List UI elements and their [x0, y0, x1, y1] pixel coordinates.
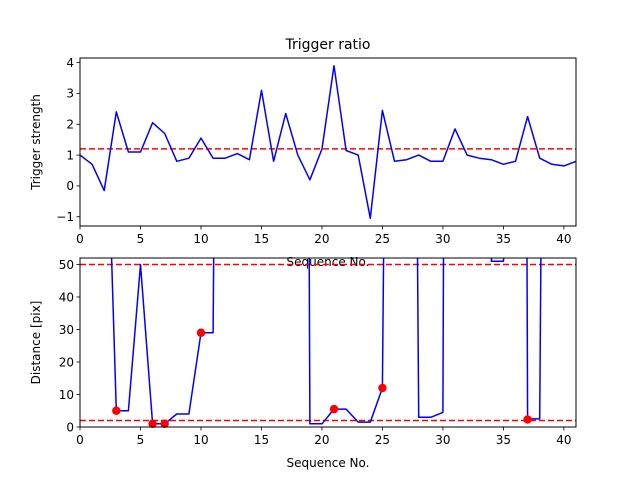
- distance-marker-4: [329, 404, 339, 414]
- trigger-y-tick-label-3: 2: [66, 118, 74, 132]
- distance-x-tick-label-6: 30: [435, 433, 450, 447]
- distance-marker-0: [112, 406, 121, 415]
- trigger-y-tick-label-1: 0: [66, 179, 74, 193]
- distance-chart: 0 5 10 15 20 25 30 35 40 0 10 20 30 40 50 Sequence No. D…: [29, 257, 577, 470]
- distance-y-tick-label-1: 10: [59, 388, 74, 402]
- trigger-x-tick-label-8: 40: [556, 232, 571, 246]
- trigger-axes-frame: [79, 57, 577, 227]
- distance-x-tick-label-5: 25: [375, 433, 390, 447]
- distance-x-tick-label-0: 0: [76, 433, 84, 447]
- distance-x-tick-label-8: 40: [556, 433, 571, 447]
- trigger-x-tick-label-7: 35: [496, 232, 511, 246]
- trigger-y-tick-label-5: 4: [66, 56, 74, 70]
- trigger-x-axis-label: Sequence No.: [287, 255, 370, 269]
- distance-axes-frame: [79, 257, 577, 428]
- distance-marker-1: [148, 419, 157, 428]
- trigger-y-axis-label: Trigger strength: [29, 94, 43, 191]
- distance-marker-3: [196, 328, 206, 337]
- distance-y-axis-label: Distance [pix]: [29, 301, 43, 385]
- trigger-chart-title: Trigger ratio: [284, 37, 370, 53]
- trigger-y-tick-label-0: −1: [56, 210, 74, 224]
- trigger-x-tick-label-5: 25: [375, 232, 390, 246]
- distance-series-line-0: [110, 258, 542, 425]
- trigger-y-tick-label-2: 1: [66, 148, 74, 162]
- distance-x-axis-label: Sequence No.: [287, 456, 370, 470]
- trigger-series-line-0: [80, 64, 576, 220]
- trigger-x-tick-label-2: 10: [193, 232, 208, 246]
- distance-x-tick-label-2: 10: [193, 433, 208, 447]
- distance-x-tick-label-1: 5: [137, 433, 145, 447]
- trigger-x-tick-label-3: 15: [254, 232, 269, 246]
- distance-x-tick-label-4: 20: [314, 433, 329, 447]
- trigger-y-tick-label-4: 3: [66, 87, 74, 101]
- distance-y-tick-label-3: 30: [59, 323, 74, 337]
- trigger-x-tick-label-4: 20: [314, 232, 329, 246]
- trigger-x-tick-label-1: 5: [137, 232, 145, 246]
- distance-x-tick-label-7: 35: [496, 433, 511, 447]
- distance-y-tick-label-5: 50: [59, 258, 74, 272]
- distance-y-tick-label-4: 40: [59, 290, 74, 304]
- distance-y-tick-label-2: 20: [59, 355, 74, 369]
- trigger-x-tick-label-6: 30: [435, 232, 450, 246]
- distance-y-tick-label-0: 0: [66, 420, 74, 434]
- trigger-x-tick-label-0: 0: [76, 232, 84, 246]
- distance-marker-2: [160, 419, 169, 428]
- distance-marker-6: [523, 415, 532, 424]
- distance-marker-5: [378, 383, 387, 393]
- distance-x-tick-label-3: 15: [254, 433, 269, 447]
